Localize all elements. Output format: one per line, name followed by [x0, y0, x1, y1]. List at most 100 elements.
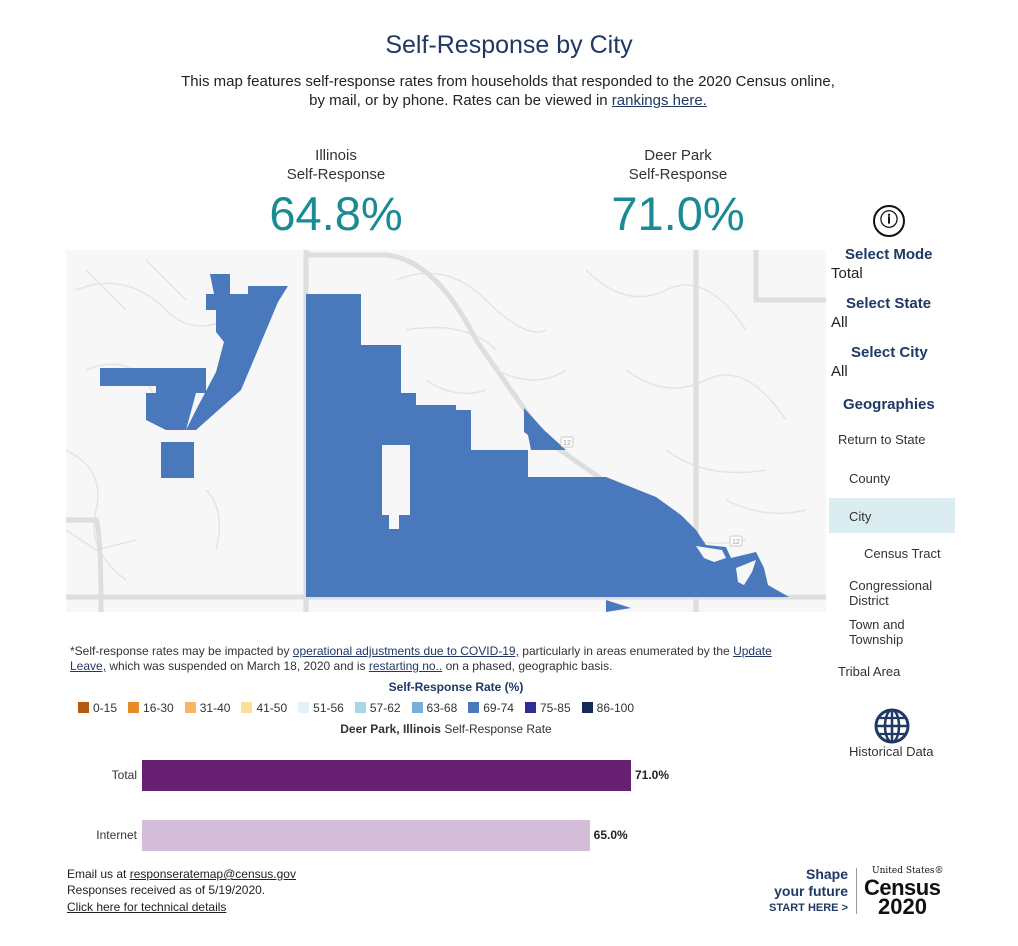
- logo-census: Census: [864, 875, 941, 900]
- state-stat-label: Self-Response: [286, 166, 386, 183]
- logo-divider: [856, 868, 857, 914]
- intro-body: This map features self-response rates fr…: [181, 73, 835, 109]
- legend-swatch: [581, 702, 593, 713]
- email-prefix: Email us at: [67, 867, 127, 881]
- city-stat-label: Self-Response: [628, 166, 728, 183]
- geo-county[interactable]: County: [849, 471, 891, 486]
- note-part4: on a phased, geographic basis.: [445, 659, 613, 673]
- geo-congressional-line2: District: [849, 593, 889, 608]
- legend-item: 31-40: [184, 701, 231, 715]
- map-svg[interactable]: 12 12: [66, 250, 826, 612]
- legend-swatch: [411, 702, 423, 713]
- legend-label: 86-100: [596, 701, 635, 715]
- geo-town-line2: Township: [849, 632, 904, 647]
- state-stat-value: 64.8%: [269, 187, 403, 240]
- select-city-heading: Select City: [851, 344, 928, 361]
- legend-label: 57-62: [369, 701, 401, 715]
- legend-item: 75-85: [524, 701, 571, 715]
- legend-swatch: [241, 702, 253, 713]
- census-2020-logo[interactable]: Shape your future START HERE > United St…: [766, 866, 956, 919]
- legend-label: 16-30: [143, 701, 174, 715]
- legend-label: 41-50: [256, 701, 288, 715]
- start-here: START HERE >: [769, 902, 848, 914]
- geo-city-highlight: [829, 498, 955, 533]
- legend: 0-15 16-30 31-40 41-50 51-56 57-62 63-68 69-74 7…: [78, 699, 645, 715]
- update-leave-link[interactable]: Update Leave,: [70, 644, 772, 673]
- deer-park-boundary: [100, 274, 789, 612]
- geo-city[interactable]: City: [849, 509, 872, 524]
- legend-label: 69-74: [483, 701, 514, 715]
- legend-item: 51-56: [298, 701, 344, 715]
- bar-internet[interactable]: [142, 820, 590, 851]
- legend-swatch: [128, 702, 140, 713]
- shape-line2: your future: [774, 883, 848, 899]
- select-mode-heading: Select Mode: [845, 246, 933, 263]
- legend-swatch: [298, 702, 310, 713]
- historical-data-link[interactable]: Historical Data: [849, 744, 934, 759]
- email-link[interactable]: responseratemap@census.gov: [129, 867, 296, 881]
- geographies-heading: Geographies: [843, 396, 935, 413]
- state-stat: Illinois Self-Response 64.8%: [216, 146, 456, 240]
- covid-note: *Self-response rates may be impacted by …: [70, 644, 810, 674]
- bar-chart-title: Deer Park, Illinois Self-Response Rate: [0, 722, 892, 736]
- highway-shield-1: 12: [560, 436, 574, 448]
- note-part2: particularly in areas enumerated by the: [522, 644, 730, 658]
- geo-congressional-line1: Congressional: [849, 578, 933, 593]
- rankings-link[interactable]: rankings here.: [611, 92, 707, 109]
- intro-text: This map features self-response rates fr…: [180, 72, 836, 110]
- highway-shield-label-1: 12: [563, 440, 571, 447]
- city-stat-value: 71.0%: [611, 187, 745, 240]
- bar-label-internet: Internet: [96, 828, 137, 842]
- select-mode-value[interactable]: Total: [831, 265, 863, 282]
- geo-town-line1: Town and: [849, 617, 905, 632]
- city-stat: Deer Park Self-Response 71.0%: [558, 146, 798, 240]
- globe-icon[interactable]: [874, 708, 910, 744]
- select-state-value[interactable]: All: [831, 314, 848, 331]
- legend-swatch: [468, 702, 480, 713]
- info-icon[interactable]: ⓘ: [873, 205, 905, 237]
- logo-year: 2020: [878, 894, 927, 919]
- geo-return-to-state[interactable]: Return to State: [838, 432, 926, 447]
- responses-date: Responses received as of 5/19/2020.: [67, 883, 266, 897]
- legend-swatch: [354, 702, 366, 713]
- bar-total[interactable]: [142, 760, 631, 791]
- legend-label: 75-85: [539, 701, 571, 715]
- geo-tribal-area[interactable]: Tribal Area: [838, 664, 901, 679]
- geo-town-township[interactable]: Town and Township: [849, 617, 905, 647]
- bar-value-total: 71.0%: [635, 768, 670, 782]
- email-line: Email us at responseratemap@census.gov: [67, 866, 296, 883]
- legend-swatch: [524, 702, 536, 713]
- legend-item: 69-74: [468, 701, 514, 715]
- bar-chart-title-rest: Self-Response Rate: [444, 722, 552, 736]
- select-city-value[interactable]: All: [831, 363, 848, 380]
- bar-chart-title-bold: Deer Park, Illinois: [340, 722, 441, 736]
- page-title: Self-Response by City: [385, 31, 633, 59]
- covid-adjustments-link[interactable]: operational adjustments due to COVID-19,: [292, 644, 519, 658]
- state-name: Illinois: [315, 147, 357, 164]
- shape-your-future: Shape your future START HERE >: [766, 866, 848, 917]
- bar-value-internet: 65.0%: [593, 828, 628, 842]
- legend-label: 51-56: [313, 701, 344, 715]
- geo-congressional-district[interactable]: Congressional District: [849, 578, 932, 608]
- map-canvas[interactable]: 12 12: [66, 250, 826, 612]
- legend-label: 63-68: [426, 701, 458, 715]
- legend-item: 86-100: [581, 701, 635, 715]
- note-part3: which was suspended on March 18, 2020 an…: [109, 659, 366, 673]
- technical-details-link[interactable]: Click here for technical details: [67, 900, 227, 914]
- legend-item: 0-15: [78, 701, 117, 715]
- highway-shield-2: 12: [729, 535, 743, 547]
- legend-item: 16-30: [128, 701, 174, 715]
- city-name: Deer Park: [644, 147, 712, 164]
- legend-swatch: [78, 702, 89, 713]
- legend-title: Self-Response Rate (%): [388, 680, 524, 694]
- legend-label: 31-40: [199, 701, 231, 715]
- boundary-holes: [382, 445, 756, 585]
- highway-shield-label-2: 12: [732, 539, 740, 546]
- select-state-heading: Select State: [846, 295, 932, 312]
- shape-line1: Shape: [805, 866, 848, 882]
- note-part1: *Self-response rates may be impacted by: [70, 644, 290, 658]
- street-grid: [66, 259, 807, 581]
- geo-census-tract[interactable]: Census Tract: [864, 546, 941, 561]
- legend-item: 57-62: [354, 701, 401, 715]
- restarting-link[interactable]: restarting no..: [368, 659, 443, 673]
